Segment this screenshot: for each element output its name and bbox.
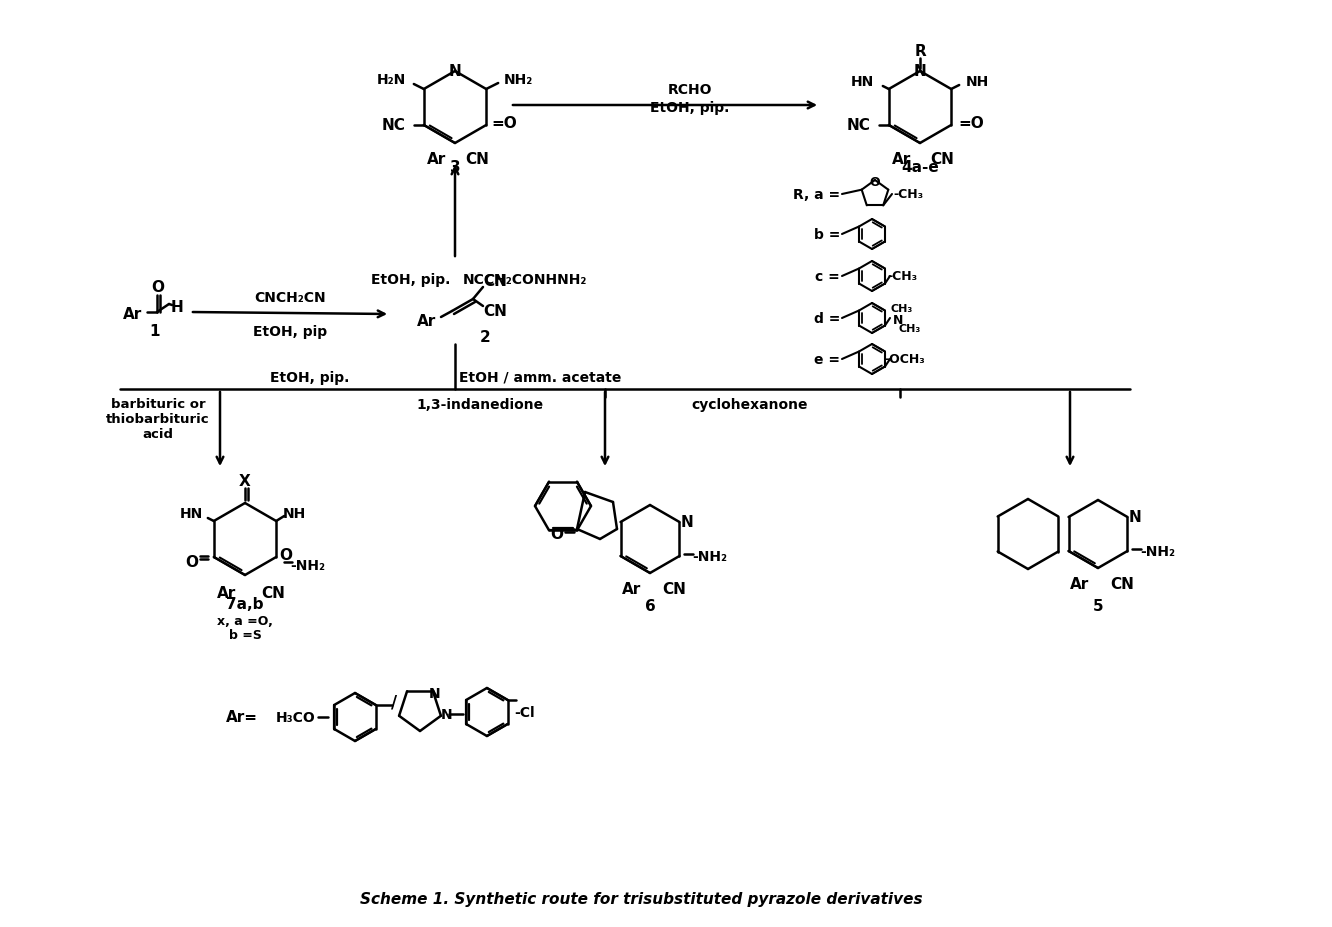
Text: b =: b = (814, 228, 840, 242)
Text: N: N (914, 65, 926, 80)
Text: O: O (550, 527, 563, 542)
Text: EtOH, pip: EtOH, pip (253, 324, 328, 338)
Text: CH₃: CH₃ (899, 324, 922, 334)
Text: Ar: Ar (428, 151, 446, 166)
Text: 6: 6 (645, 599, 655, 614)
Text: RCHO: RCHO (667, 83, 713, 97)
Text: e =: e = (814, 352, 840, 366)
Text: N: N (449, 65, 461, 80)
Text: 1,3-indanedione: 1,3-indanedione (417, 398, 543, 412)
Text: Ar: Ar (622, 582, 642, 597)
Text: EtOH, pip.: EtOH, pip. (370, 273, 450, 286)
Text: R, a =: R, a = (793, 188, 840, 202)
Text: /: / (392, 693, 397, 711)
Text: -NH₂: -NH₂ (691, 550, 727, 564)
Text: 5: 5 (1092, 599, 1103, 614)
Text: -NH₂: -NH₂ (1140, 544, 1175, 558)
Text: =O: =O (492, 117, 517, 132)
Text: -NH₂: -NH₂ (290, 558, 326, 572)
Text: x, a =O,: x, a =O, (217, 615, 273, 628)
Text: H: H (170, 300, 184, 315)
Text: CH₃: CH₃ (891, 304, 914, 313)
Text: -OCH₃: -OCH₃ (884, 353, 926, 366)
Text: -CH₃: -CH₃ (892, 188, 923, 201)
Text: Ar: Ar (124, 307, 143, 323)
Text: =O: =O (958, 117, 984, 132)
Text: HN: HN (851, 75, 874, 89)
Text: CN: CN (1110, 577, 1134, 591)
Text: d =: d = (814, 311, 840, 325)
Text: CN: CN (930, 151, 954, 166)
Text: -Cl: -Cl (514, 705, 535, 719)
Text: O: O (870, 176, 880, 189)
Text: NCCH₂CONHNH₂: NCCH₂CONHNH₂ (464, 273, 587, 286)
Text: Ar: Ar (417, 314, 437, 329)
Text: b =S: b =S (229, 629, 261, 641)
Text: NH: NH (966, 75, 988, 89)
Text: X: X (240, 474, 250, 489)
Text: O: O (152, 280, 164, 295)
Text: N: N (681, 514, 694, 530)
Text: EtOH, pip.: EtOH, pip. (650, 101, 730, 115)
Text: Ar: Ar (1071, 577, 1090, 591)
Text: CNCH₂CN: CNCH₂CN (254, 291, 326, 305)
Text: Scheme 1. Synthetic route for trisubstituted pyrazole derivatives: Scheme 1. Synthetic route for trisubstit… (360, 892, 923, 907)
Text: EtOH, pip.: EtOH, pip. (270, 371, 350, 385)
Text: -CH₃: -CH₃ (887, 270, 916, 283)
Text: NH: NH (282, 506, 306, 520)
Text: c =: c = (815, 270, 840, 284)
Text: 3: 3 (450, 160, 461, 175)
Text: H₂N: H₂N (377, 73, 406, 87)
Text: NC: NC (382, 119, 406, 133)
Text: 7a,b: 7a,b (226, 597, 264, 612)
Text: R: R (914, 44, 926, 59)
Text: barbituric or
thiobarbituric
acid: barbituric or thiobarbituric acid (107, 398, 210, 441)
Text: CN: CN (484, 304, 507, 319)
Text: N: N (429, 687, 441, 701)
Text: 1: 1 (149, 324, 160, 339)
Text: 4a-e: 4a-e (902, 160, 939, 175)
Text: CN: CN (465, 151, 489, 166)
Text: cyclohexanone: cyclohexanone (691, 398, 809, 412)
Text: CN: CN (662, 582, 686, 597)
Text: CN: CN (484, 274, 507, 289)
Text: H₃CO: H₃CO (276, 710, 316, 724)
Text: HN: HN (180, 506, 204, 520)
Text: NH₂: NH₂ (503, 73, 533, 87)
Text: O: O (280, 548, 293, 563)
Text: CN: CN (261, 586, 285, 601)
Text: EtOH / amm. acetate: EtOH / amm. acetate (458, 371, 621, 385)
Text: 2: 2 (480, 330, 490, 345)
Text: N: N (441, 707, 453, 721)
Text: Ar: Ar (892, 151, 911, 166)
Text: N: N (1130, 510, 1142, 525)
Text: Ar: Ar (217, 586, 237, 601)
Text: O: O (185, 555, 198, 570)
Text: Ar=: Ar= (226, 710, 258, 725)
Text: N: N (892, 314, 903, 327)
Text: NC: NC (847, 119, 871, 133)
